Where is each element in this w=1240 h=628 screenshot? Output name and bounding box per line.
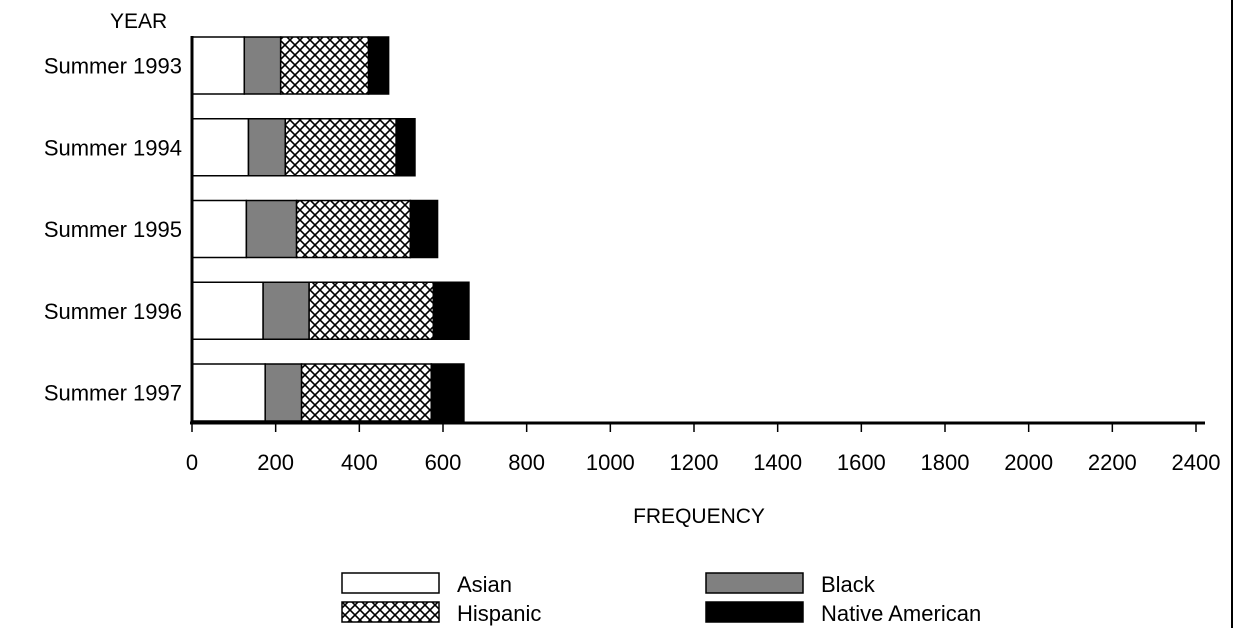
x-tick-label: 0 <box>186 450 198 475</box>
bar-asian-5 <box>191 363 266 422</box>
bar-hispanic-1 <box>279 36 370 95</box>
x-tick-label: 1000 <box>586 450 635 475</box>
bar-black-5 <box>264 363 303 422</box>
legend-swatch-hispanic <box>341 601 440 623</box>
x-tick-label: 1400 <box>753 450 802 475</box>
category-label: Summer 1995 <box>44 217 182 242</box>
bar-asian-4 <box>191 281 264 340</box>
bar-black-3 <box>245 199 298 259</box>
x-tick-label: 600 <box>425 450 462 475</box>
bar-black-1 <box>243 36 282 95</box>
y-axis-title: YEAR <box>110 10 167 33</box>
bars-group <box>191 36 470 422</box>
bar-black-4 <box>262 281 310 340</box>
x-axis-title: FREQUENCY <box>633 505 765 528</box>
category-label: Summer 1997 <box>44 381 182 406</box>
bar-asian-2 <box>191 118 250 177</box>
bar-native-american-5 <box>430 363 465 422</box>
legend-swatch-asian <box>341 572 440 594</box>
category-label: Summer 1993 <box>44 54 182 79</box>
x-tick-label: 2400 <box>1172 450 1221 475</box>
category-label: Summer 1994 <box>44 135 182 160</box>
legend-swatch-black <box>705 572 804 594</box>
bar-asian-1 <box>191 36 246 95</box>
bar-hispanic-5 <box>300 363 433 422</box>
legend: Asian Black Hispanic Native American <box>341 572 981 626</box>
category-label: Summer 1996 <box>44 299 182 324</box>
bar-asian-3 <box>191 199 248 259</box>
bar-hispanic-3 <box>295 199 412 259</box>
bar-black-2 <box>247 118 287 177</box>
legend-label: Native American <box>821 601 981 626</box>
legend-label: Black <box>821 572 876 597</box>
bar-native-american-3 <box>409 199 439 259</box>
x-tick-label: 1200 <box>670 450 719 475</box>
x-tick-label: 200 <box>257 450 294 475</box>
x-tick-label: 800 <box>508 450 545 475</box>
bar-native-american-4 <box>432 281 470 340</box>
x-tick-label: 1800 <box>921 450 970 475</box>
category-labels-group: Summer 1993 Summer 1994 Summer 1995 Summer … <box>44 54 182 406</box>
bar-hispanic-2 <box>284 118 397 177</box>
legend-label: Asian <box>457 572 512 597</box>
x-tick-label: 1600 <box>837 450 886 475</box>
bar-native-american-1 <box>367 36 390 95</box>
legend-label: Hispanic <box>457 601 541 626</box>
x-tick-label: 2200 <box>1088 450 1137 475</box>
x-tick-label: 400 <box>341 450 378 475</box>
bar-native-american-2 <box>395 118 416 177</box>
bar-hispanic-4 <box>308 281 435 340</box>
x-tick-label: 2000 <box>1004 450 1053 475</box>
legend-swatch-native-american <box>705 601 804 623</box>
x-ticks-group: 0 200 400 600 800 1000 1200 1400 1600 1800 2000 220… <box>186 423 1221 475</box>
